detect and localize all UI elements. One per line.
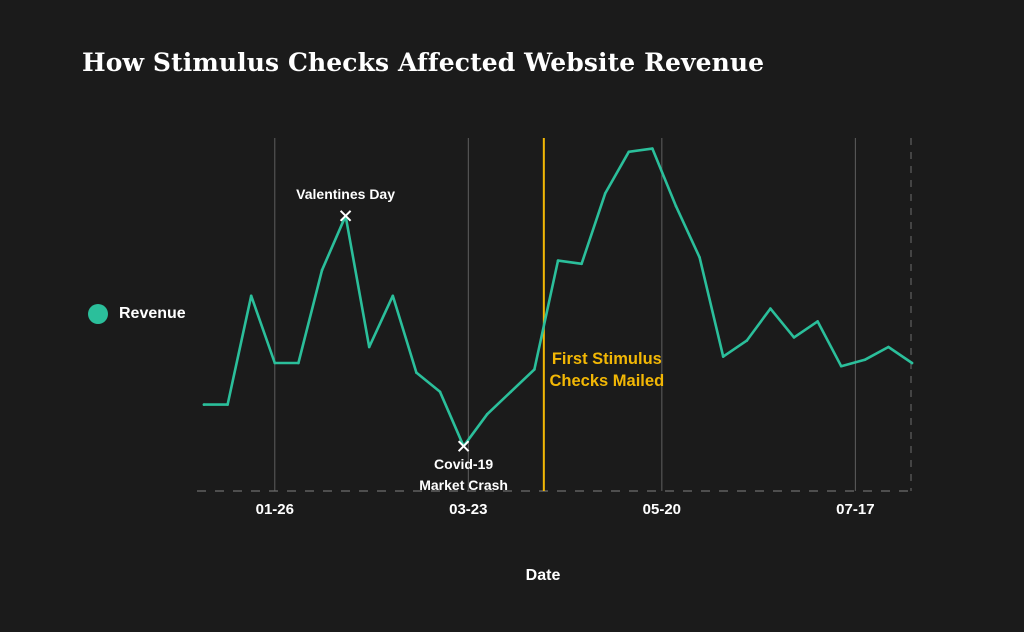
data-point [249,294,253,298]
event-label-line: First Stimulus [552,350,662,368]
data-point [533,368,536,371]
data-point [674,204,678,208]
x-tick-label-01-26: 01-26 [256,501,294,518]
data-point [769,307,772,310]
gridlines [274,138,912,491]
x-tick-label-03-23: 03-23 [449,501,487,518]
data-point [910,361,914,365]
data-point [438,390,442,394]
data-point [887,345,890,349]
data-point [863,358,867,362]
annotation-label: Covid-19 [434,456,493,472]
data-point [391,294,395,298]
data-point [698,256,701,259]
data-point [745,339,749,342]
data-point [651,147,654,150]
data-point [226,403,229,406]
data-point [839,364,843,368]
data-point [509,390,513,394]
annotation-marker [457,440,470,452]
event-label-line: Checks Mailed [550,372,665,390]
annotation-label: Market Crash [419,477,508,493]
data-point [202,403,206,406]
data-point [556,259,560,262]
series-revenue [202,147,914,448]
chart-title: How Stimulus Checks Affected Website Rev… [82,48,765,77]
data-point [603,192,607,195]
data-point [792,336,796,339]
x-axis: 01-26 03-23 05-20 07-17 [197,490,911,518]
data-point [580,262,583,266]
legend: Revenue [88,304,186,324]
annotation-marker [339,210,352,222]
data-point [320,268,324,272]
data-point [721,355,725,358]
legend-swatch [88,304,108,324]
data-point [297,361,300,365]
data-point [367,345,371,349]
x-tick-label-07-17: 07-17 [836,501,874,518]
annotations: Valentines Day Covid-19 Market Crash [296,186,508,493]
x-axis-label: Date [526,567,561,584]
legend-label-revenue: Revenue [119,305,186,322]
x-tick-label-05-20: 05-20 [643,501,681,518]
event-markers: First Stimulus Checks Mailed [542,138,665,491]
data-point [816,320,819,323]
data-point [627,150,631,154]
data-point [273,361,277,365]
annotation-label: Valentines Day [296,186,395,202]
data-point [415,371,418,374]
data-point [485,412,489,416]
